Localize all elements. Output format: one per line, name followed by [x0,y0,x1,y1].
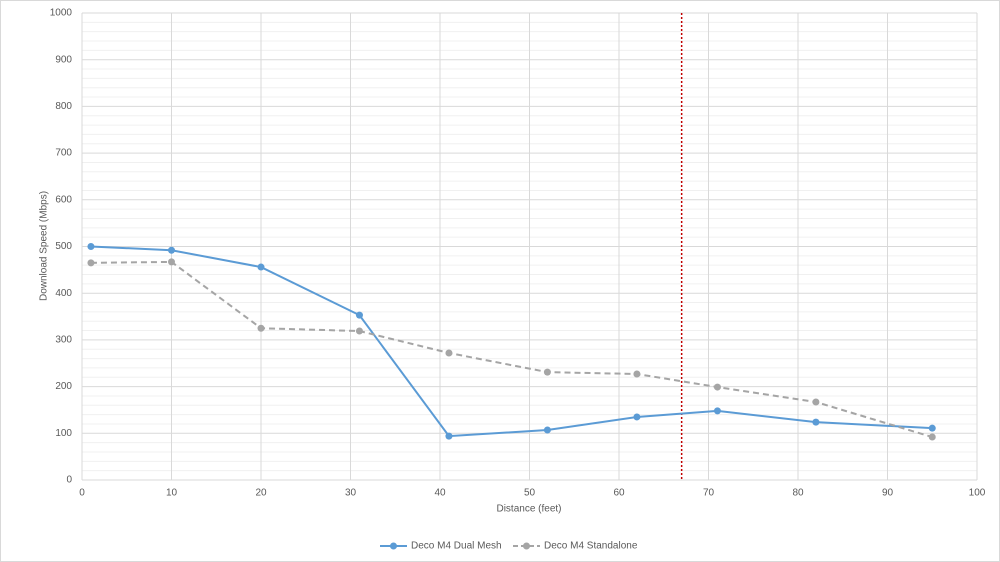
y-tick-label: 600 [55,194,72,205]
data-point [812,418,820,426]
data-point [633,370,641,378]
legend-marker [390,542,397,550]
data-point [168,258,175,266]
y-tick-label: 400 [55,288,72,299]
series-line [90,260,933,438]
data-point [928,433,936,441]
y-tick-label: 900 [55,54,72,65]
series-line [90,245,933,438]
data-point [87,259,95,267]
data-point [355,327,363,335]
data-point [168,246,175,254]
x-tick-label: 90 [882,488,894,499]
data-point [445,432,453,440]
data-point [543,368,551,376]
data-point [257,263,265,271]
data-point [257,324,265,332]
y-tick-label: 200 [55,381,72,392]
data-point [355,311,363,319]
x-tick-label: 60 [613,488,625,499]
x-tick-label: 20 [255,488,267,499]
data-point [87,243,95,250]
legend-label: Deco M4 Dual Mesh [411,541,502,552]
x-tick-label: 0 [79,488,85,499]
x-tick-label: 40 [434,488,446,499]
y-tick-label: 500 [55,241,72,252]
x-axis-title: Distance (feet) [496,504,561,515]
x-tick-label: 100 [969,488,986,499]
y-tick-label: 100 [55,428,72,439]
data-point [445,349,453,357]
legend-label: Deco M4 Standalone [544,541,638,552]
x-tick-label: 50 [524,488,536,499]
y-tick-label: 0 [66,475,72,486]
y-tick-label: 1000 [50,8,73,19]
data-point [713,383,721,391]
data-point [713,407,721,415]
x-tick-label: 70 [703,488,715,499]
x-tick-label: 30 [345,488,357,499]
x-tick-label: 10 [166,488,178,499]
y-tick-label: 300 [55,335,72,346]
data-point [543,426,551,434]
legend-marker [523,542,530,550]
y-tick-label: 700 [55,148,72,159]
x-tick-label: 80 [792,488,804,499]
data-point [928,424,936,432]
data-point [812,398,820,406]
data-point [633,413,641,421]
y-tick-label: 800 [55,101,72,112]
y-axis-title: Download Speed (Mbps) [39,191,50,301]
